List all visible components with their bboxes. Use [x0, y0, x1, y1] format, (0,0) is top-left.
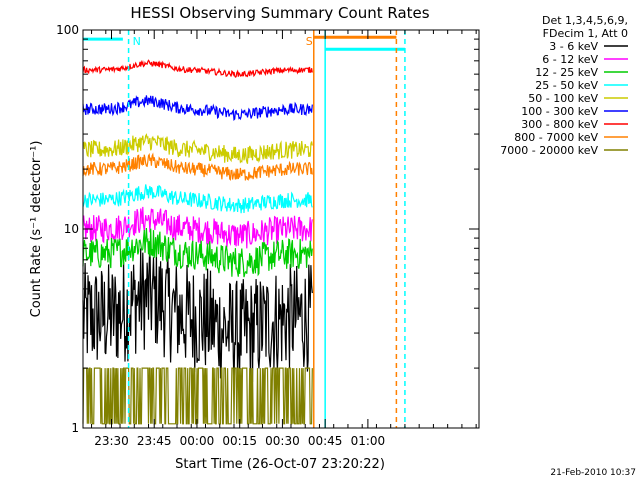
legend-label-8: 800 - 7000 keV [514, 131, 598, 144]
series-line-2 [82, 206, 313, 249]
series-line-1 [82, 241, 313, 385]
legend-label-7: 300 - 800 keV [521, 118, 598, 131]
legend-label-5: 50 - 100 keV [528, 92, 598, 105]
series-line-4 [82, 184, 313, 214]
legend-label-9: 7000 - 20000 keV [500, 144, 598, 157]
legend-label-4: 25 - 50 keV [535, 79, 598, 92]
segments-layer [83, 35, 405, 51]
y-axis: 1 10 100 [56, 23, 479, 435]
series-line-3 [82, 227, 313, 278]
y-axis-label: Count Rate (s⁻¹ detector⁻¹) [29, 141, 44, 318]
legend-label-6: 100 - 300 keV [521, 105, 598, 118]
legend-label-3: 12 - 25 keV [535, 66, 598, 79]
series-line-5 [82, 133, 313, 164]
footer-timestamp: 21-Feb-2010 10:37 [550, 468, 636, 478]
y-tick-label-1: 1 [71, 421, 79, 435]
x-tick-label-3: 00:00 [180, 434, 215, 448]
x-tick-label-7: 01:00 [351, 434, 386, 448]
legend-label-1: 3 - 6 keV [549, 40, 598, 53]
y-tick-label-3: 100 [56, 23, 79, 37]
vertical-marker-label-1: N [133, 35, 141, 48]
x-axis-label: Start Time (26-Oct-07 23:20:22) [175, 457, 385, 472]
x-axis: 23:30 23:45 00:00 00:15 00:30 00:45 01:00 [91, 30, 477, 448]
series-layer [82, 59, 313, 425]
x-tick-label-1: 23:30 [94, 434, 129, 448]
legend-header-line1: Det 1,3,4,5,6,9, [542, 14, 628, 27]
x-tick-label-5: 00:30 [265, 434, 300, 448]
legend: Det 1,3,4,5,6,9, FDecim 1, Att 0 3 - 6 k… [500, 14, 628, 157]
legend-header-line2: FDecim 1, Att 0 [543, 27, 628, 40]
x-tick-label-4: 00:15 [222, 434, 257, 448]
x-tick-label-2: 23:45 [137, 434, 172, 448]
series-line-9 [82, 367, 313, 425]
series-line-7 [82, 59, 313, 78]
series-line-8 [82, 152, 313, 181]
legend-label-2: 6 - 12 keV [542, 53, 598, 66]
chart-title: HESSI Observing Summary Count Rates [130, 4, 429, 22]
y-tick-label-2: 10 [64, 222, 79, 236]
vertical-marker-label-2: S [306, 35, 313, 48]
series-line-6 [82, 95, 313, 122]
x-tick-label-6: 00:45 [308, 434, 343, 448]
